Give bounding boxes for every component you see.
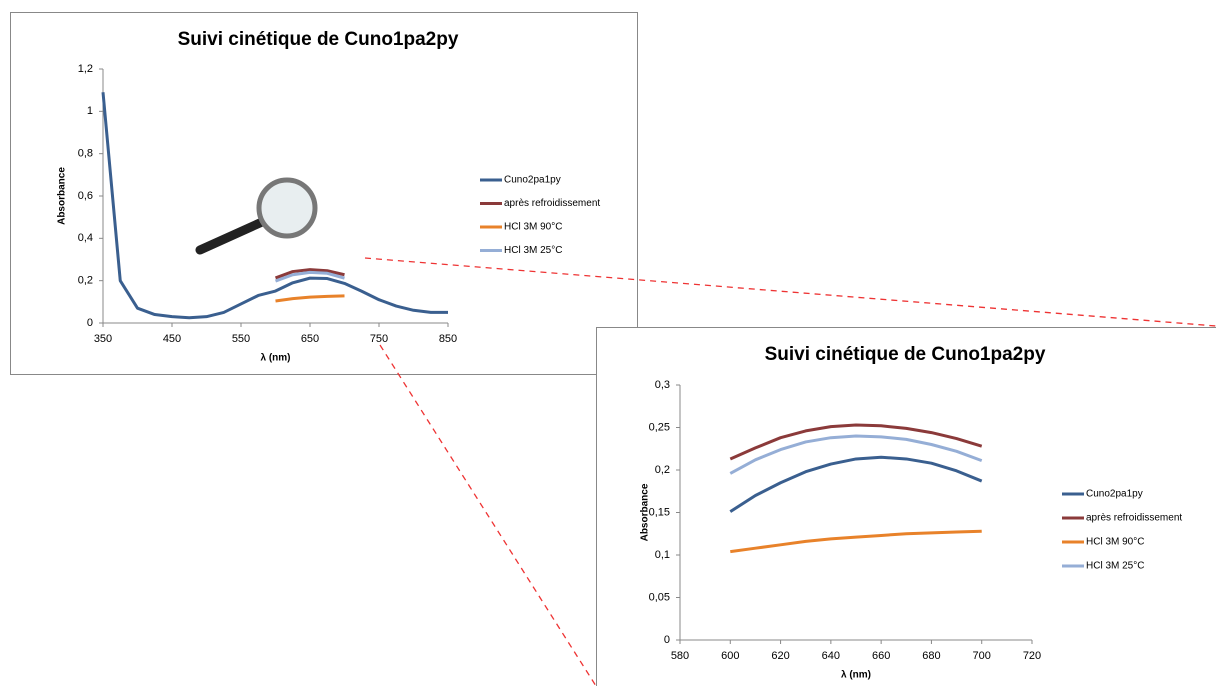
y-tick-label: 0,3 xyxy=(655,379,670,391)
x-axis-label: λ (nm) xyxy=(841,670,871,681)
y-tick-label: 0,6 xyxy=(78,190,93,202)
y-tick-label: 0,05 xyxy=(649,591,670,603)
x-tick-label: 650 xyxy=(301,333,319,345)
chart-frame xyxy=(11,13,638,375)
x-tick-label: 680 xyxy=(922,650,940,662)
chart-title: Suivi cinétique de Cuno1pa2py xyxy=(765,344,1046,365)
x-tick-label: 700 xyxy=(973,650,991,662)
legend-label: HCl 3M 90°C xyxy=(504,222,562,233)
x-tick-label: 660 xyxy=(872,650,890,662)
x-axis-label: λ (nm) xyxy=(261,353,291,364)
x-tick-label: 600 xyxy=(721,650,739,662)
legend-label: après refroidissement xyxy=(504,198,600,209)
x-tick-label: 750 xyxy=(370,333,388,345)
legend-label: Cuno2pa1py xyxy=(504,175,561,186)
y-tick-label: 0,25 xyxy=(649,421,670,433)
legend-label: HCl 3M 25°C xyxy=(504,245,562,256)
y-tick-label: 0,1 xyxy=(655,549,670,561)
x-tick-label: 640 xyxy=(822,650,840,662)
chart-frame xyxy=(597,328,1216,687)
chart-title: Suivi cinétique de Cuno1pa2py xyxy=(178,29,459,50)
y-tick-label: 1 xyxy=(87,105,93,117)
x-tick-label: 450 xyxy=(163,333,181,345)
zoom-line xyxy=(380,345,596,686)
y-axis-label: Absorbance xyxy=(57,167,68,225)
legend-label: HCl 3M 90°C xyxy=(1086,537,1144,548)
x-tick-label: 350 xyxy=(94,333,112,345)
y-tick-label: 0,2 xyxy=(78,275,93,287)
legend-label: après refroidissement xyxy=(1086,513,1182,524)
x-tick-label: 620 xyxy=(771,650,789,662)
y-tick-label: 0,15 xyxy=(649,506,670,518)
y-tick-label: 0 xyxy=(664,634,670,646)
legend-label: HCl 3M 25°C xyxy=(1086,561,1144,572)
y-axis-label: Absorbance xyxy=(640,483,651,541)
x-tick-label: 550 xyxy=(232,333,250,345)
y-tick-label: 0 xyxy=(87,317,93,329)
legend-label: Cuno2pa1py xyxy=(1086,489,1143,500)
y-tick-label: 0,8 xyxy=(78,148,93,160)
y-tick-label: 1,2 xyxy=(78,63,93,75)
x-tick-label: 720 xyxy=(1023,650,1041,662)
x-tick-label: 580 xyxy=(671,650,689,662)
y-tick-label: 0,4 xyxy=(78,232,93,244)
y-tick-label: 0,2 xyxy=(655,464,670,476)
x-tick-label: 850 xyxy=(439,333,457,345)
